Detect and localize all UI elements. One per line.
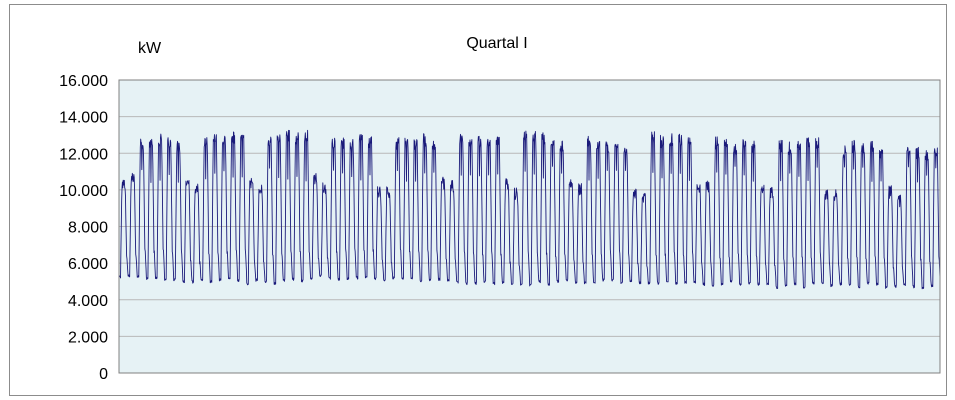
- y-tick-label: 16.000: [59, 73, 108, 90]
- y-tick-label: 10.000: [59, 183, 108, 200]
- plot-border: [118, 79, 941, 374]
- y-tick-label: 12.000: [59, 146, 108, 163]
- chart-title: Quartal I: [466, 35, 527, 52]
- y-tick-label: 14.000: [59, 110, 108, 127]
- y-axis-tick-labels: 0 2.000 4.000 6.000 8.000 10.000 12.000 14.000 1…: [59, 73, 108, 383]
- y-tick-label: 0: [99, 366, 108, 383]
- y-tick-label: 6.000: [68, 256, 108, 273]
- y-tick-label: 4.000: [68, 293, 108, 310]
- series-line-kw: [118, 129, 941, 290]
- gridlines: [119, 116, 940, 337]
- y-tick-label: 2.000: [68, 329, 108, 346]
- y-axis-unit-label: kW: [138, 40, 162, 57]
- y-tick-label: 8.000: [68, 220, 108, 237]
